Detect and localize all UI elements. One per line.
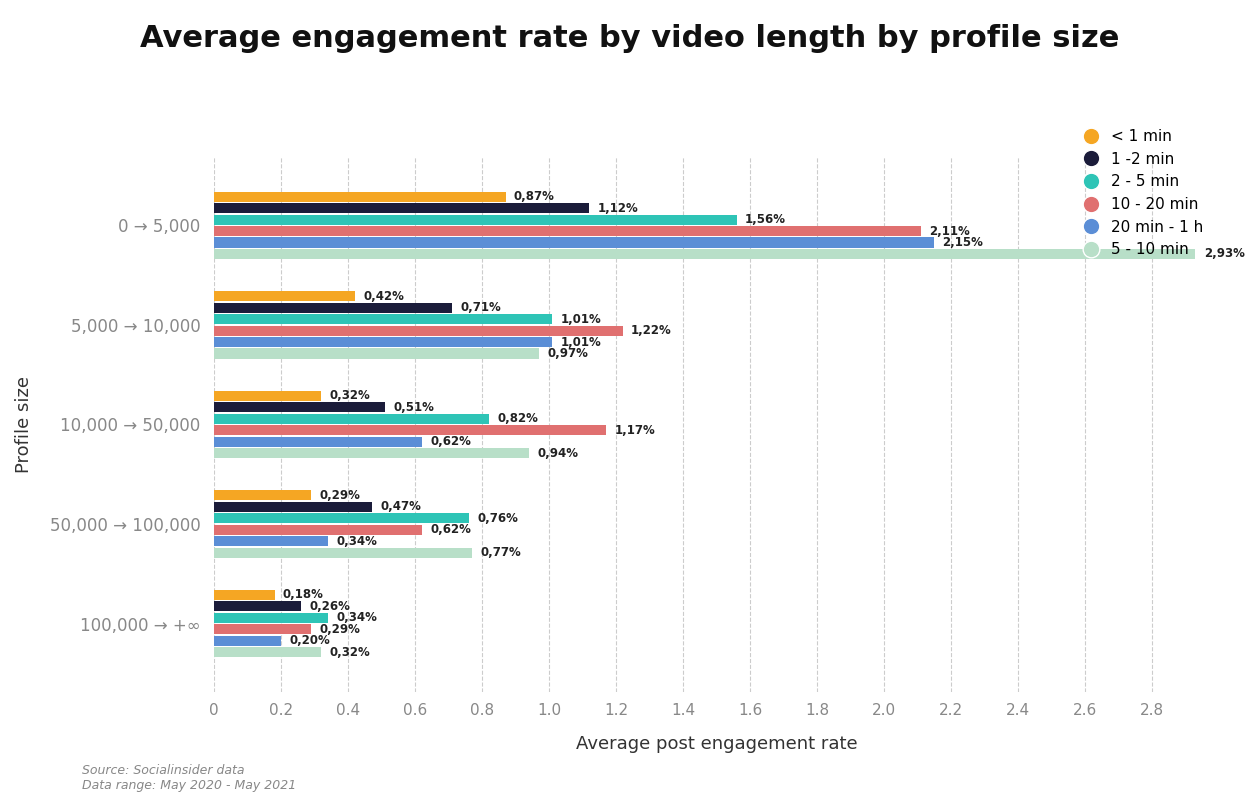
Text: 1,56%: 1,56% [745, 213, 786, 226]
Text: 0,32%: 0,32% [330, 646, 370, 658]
Text: 1,22%: 1,22% [631, 324, 672, 337]
Text: 0,29%: 0,29% [320, 489, 360, 502]
Bar [214, 613, 328, 623]
Bar [214, 402, 386, 412]
Text: 0,71%: 0,71% [460, 302, 501, 314]
Text: 0,42%: 0,42% [363, 290, 404, 302]
Bar [214, 490, 311, 500]
Bar [214, 448, 529, 458]
Text: 0,26%: 0,26% [310, 600, 350, 613]
Text: 0,77%: 0,77% [480, 546, 522, 559]
Bar [214, 226, 921, 236]
Y-axis label: Profile size: Profile size [15, 376, 33, 473]
Legend: < 1 min, 1 -2 min, 2 - 5 min, 10 - 20 min, 20 min - 1 h, 5 - 10 min: < 1 min, 1 -2 min, 2 - 5 min, 10 - 20 mi… [1076, 122, 1211, 265]
Bar [214, 214, 737, 225]
Text: Source: Socialinsider data
Data range: May 2020 - May 2021: Source: Socialinsider data Data range: M… [82, 764, 296, 792]
Bar [214, 326, 622, 336]
Text: 0,34%: 0,34% [336, 534, 378, 548]
Bar [214, 238, 934, 247]
Bar [214, 203, 590, 213]
Text: 0,87%: 0,87% [514, 190, 554, 203]
Bar [214, 590, 275, 600]
Bar [214, 647, 321, 657]
Bar [214, 390, 321, 401]
Text: 1,17%: 1,17% [615, 424, 655, 437]
Bar [214, 302, 452, 313]
Bar [214, 525, 422, 534]
Bar [214, 536, 328, 546]
Bar [214, 349, 539, 358]
Bar [214, 291, 355, 302]
Text: 0,82%: 0,82% [498, 412, 538, 426]
Text: 1,01%: 1,01% [561, 335, 601, 349]
Text: 0,76%: 0,76% [478, 512, 518, 525]
Bar [214, 314, 552, 324]
Text: 0,62%: 0,62% [430, 523, 471, 536]
X-axis label: Average post engagement rate: Average post engagement rate [576, 735, 857, 753]
Text: 1,01%: 1,01% [561, 313, 601, 326]
Bar [214, 249, 1196, 259]
Text: 0,62%: 0,62% [430, 435, 471, 448]
Bar [214, 547, 472, 558]
Bar [214, 425, 606, 435]
Bar [214, 514, 469, 523]
Text: 0,29%: 0,29% [320, 622, 360, 636]
Bar [214, 602, 301, 611]
Bar [214, 337, 552, 347]
Bar [214, 414, 489, 424]
Text: 2,93%: 2,93% [1203, 247, 1245, 261]
Text: 0,94%: 0,94% [538, 446, 578, 459]
Bar [214, 624, 311, 634]
Bar [214, 502, 372, 512]
Text: 0,18%: 0,18% [284, 589, 324, 602]
Text: 0,51%: 0,51% [393, 401, 435, 414]
Bar [214, 437, 422, 446]
Text: Average engagement rate by video length by profile size: Average engagement rate by video length … [140, 24, 1120, 53]
Bar [214, 636, 281, 646]
Text: 1,12%: 1,12% [597, 202, 639, 214]
Text: 0,34%: 0,34% [336, 611, 378, 624]
Text: 2,11%: 2,11% [929, 225, 970, 238]
Text: 0,32%: 0,32% [330, 390, 370, 402]
Text: 0,47%: 0,47% [381, 500, 421, 514]
Text: 0,97%: 0,97% [547, 347, 588, 360]
Bar [214, 192, 505, 202]
Text: 2,15%: 2,15% [942, 236, 983, 249]
Text: 0,20%: 0,20% [290, 634, 330, 647]
